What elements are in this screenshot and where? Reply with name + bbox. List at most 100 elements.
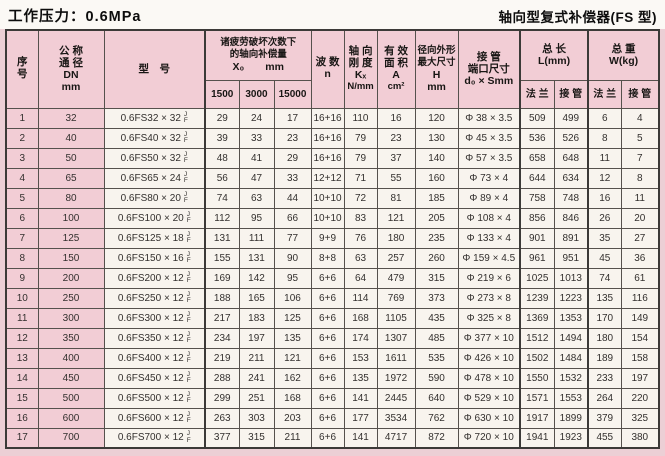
cell-length-pipe: 1553	[553, 387, 589, 409]
cell-x0-1500: 263	[204, 407, 240, 429]
cell-stiffness: 114	[343, 287, 378, 309]
cell-h: 315	[414, 267, 459, 289]
cell-h: 535	[414, 347, 459, 369]
cell-x0-1500: 131	[204, 227, 240, 249]
cell-dn: 400	[37, 347, 105, 369]
cell-dn: 200	[37, 267, 105, 289]
header-length-flange: 法 兰	[519, 79, 555, 109]
table-row: 6 100 0.6FS100 × 20 J F 112 95 66 10+10 83 121 205 Φ…	[5, 207, 660, 229]
cell-pipe-end: Φ 273 × 8	[457, 287, 521, 309]
cell-x0-1500: 48	[204, 147, 240, 169]
cell-model: 0.6FS80 × 20 J F	[103, 187, 206, 209]
cell-model: 0.6FS32 × 32 J F	[103, 107, 206, 129]
cell-seq: 10	[5, 287, 39, 309]
cell-x0-3000: 47	[238, 167, 275, 189]
cell-h: 130	[414, 127, 459, 149]
cell-waves: 8+8	[310, 247, 345, 269]
cell-x0-15000: 23	[273, 127, 312, 149]
cell-stiffness: 177	[343, 407, 378, 429]
cell-pipe-end: Φ 426 × 10	[457, 347, 521, 369]
cell-pipe-end: Φ 89 × 4	[457, 187, 521, 209]
cell-h: 485	[414, 327, 459, 349]
cell-weight-flange: 8	[587, 127, 622, 149]
cell-length-pipe: 648	[553, 147, 589, 169]
cell-stiffness: 110	[343, 107, 378, 129]
cell-waves: 16+16	[310, 127, 345, 149]
cell-waves: 16+16	[310, 147, 345, 169]
cell-pipe-end: Φ 38 × 3.5	[457, 107, 521, 129]
cell-dn: 150	[37, 247, 105, 269]
cell-dn: 700	[37, 427, 105, 449]
header-weight-flange: 法 兰	[587, 79, 622, 109]
cell-weight-pipe: 61	[620, 267, 660, 289]
cell-dn: 80	[37, 187, 105, 209]
model-text: 0.6FS150 × 16	[117, 252, 184, 264]
cell-area: 1307	[376, 327, 416, 349]
header-x0-3000: 3000	[238, 79, 275, 109]
model-text: 0.6FS100 × 20	[117, 212, 184, 224]
cell-h: 235	[414, 227, 459, 249]
cell-waves: 9+9	[310, 227, 345, 249]
cell-x0-15000: 33	[273, 167, 312, 189]
cell-length-pipe: 1013	[553, 267, 589, 289]
cell-length-pipe: 526	[553, 127, 589, 149]
cell-dn: 125	[37, 227, 105, 249]
cell-length-pipe: 1923	[553, 427, 589, 449]
cell-model: 0.6FS200 × 12 J F	[103, 267, 206, 289]
cell-waves: 10+10	[310, 187, 345, 209]
cell-seq: 16	[5, 407, 39, 429]
cell-x0-1500: 234	[204, 327, 240, 349]
cell-x0-15000: 90	[273, 247, 312, 269]
model-text: 0.6FS500 × 12	[117, 392, 184, 404]
spec-table: 序 号 公 称 通 径 DN mm 型 号 诸疲劳破坏次数下 的轴向补偿量 X₀…	[5, 29, 661, 449]
cell-weight-flange: 45	[587, 247, 622, 269]
cell-model: 0.6FS125 × 18 J F	[103, 227, 206, 249]
cell-x0-1500: 29	[204, 107, 240, 129]
cell-stiffness: 174	[343, 327, 378, 349]
model-text: 0.6FS600 × 12	[117, 412, 184, 424]
cell-stiffness: 83	[343, 207, 378, 229]
cell-seq: 12	[5, 327, 39, 349]
cell-length-flange: 1025	[519, 267, 555, 289]
cell-x0-1500: 188	[204, 287, 240, 309]
cell-x0-1500: 39	[204, 127, 240, 149]
cell-waves: 16+16	[310, 107, 345, 129]
cell-x0-15000: 44	[273, 187, 312, 209]
cell-weight-pipe: 11	[620, 187, 660, 209]
cell-weight-pipe: 8	[620, 167, 660, 189]
cell-weight-pipe: 380	[620, 427, 660, 449]
cell-length-pipe: 1484	[553, 347, 589, 369]
cell-seq: 15	[5, 387, 39, 409]
header-weight-group: 总 重 W(kg)	[587, 29, 660, 81]
model-text: 0.6FS50 × 32	[120, 152, 181, 164]
cell-x0-3000: 303	[238, 407, 275, 429]
model-text: 0.6FS40 × 32	[120, 132, 181, 144]
cell-x0-3000: 165	[238, 287, 275, 309]
cell-waves: 6+6	[310, 267, 345, 289]
cell-length-flange: 856	[519, 207, 555, 229]
cell-length-pipe: 499	[553, 107, 589, 129]
cell-weight-flange: 264	[587, 387, 622, 409]
cell-model: 0.6FS250 × 12 J F	[103, 287, 206, 309]
cell-waves: 12+12	[310, 167, 345, 189]
model-text: 0.6FS80 × 20	[120, 192, 181, 204]
cell-length-flange: 1239	[519, 287, 555, 309]
cell-weight-flange: 455	[587, 427, 622, 449]
cell-x0-15000: 77	[273, 227, 312, 249]
cell-x0-3000: 211	[238, 347, 275, 369]
table-row: 13 400 0.6FS400 × 12 J F 219 211 121 6+6 153 1611 5…	[5, 347, 660, 369]
cell-x0-1500: 377	[204, 427, 240, 449]
cell-x0-3000: 183	[238, 307, 275, 329]
cell-h: 435	[414, 307, 459, 329]
cell-seq: 5	[5, 187, 39, 209]
cell-model: 0.6FS350 × 12 J F	[103, 327, 206, 349]
cell-length-pipe: 748	[553, 187, 589, 209]
cell-pipe-end: Φ 720 × 10	[457, 427, 521, 449]
